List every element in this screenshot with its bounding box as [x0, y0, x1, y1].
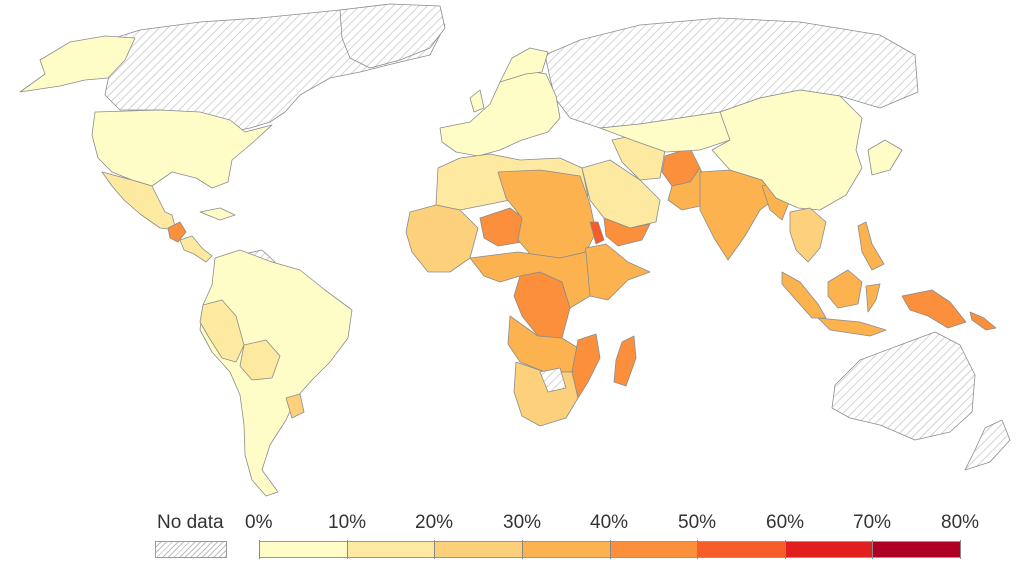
region-caribbean — [199, 207, 236, 221]
legend-tick — [785, 540, 786, 559]
region-west-africa — [405, 204, 479, 273]
legend-swatch-0-10 — [259, 541, 347, 558]
region-paraguay — [285, 393, 305, 419]
region-mozambique — [571, 333, 601, 399]
legend-tick-label: 0% — [245, 512, 273, 533]
legend-swatch-50-60 — [697, 541, 785, 558]
region-eritrea — [589, 221, 605, 245]
region-scandinavia — [499, 47, 549, 83]
region-arabia — [581, 159, 661, 229]
legend-tick — [434, 540, 435, 559]
region-australia — [831, 331, 976, 441]
legend-tick — [347, 540, 348, 559]
region-pacific-islands — [969, 311, 997, 331]
legend-swatch-70-80 — [872, 541, 960, 558]
legend-tick — [697, 540, 698, 559]
region-guatemala — [167, 221, 187, 243]
region-europe — [439, 69, 561, 157]
region-china — [711, 89, 863, 211]
region-uk — [469, 89, 485, 113]
legend-tick-label: 50% — [678, 512, 717, 533]
region-sumatra — [781, 271, 827, 319]
legend-tick-label: 30% — [503, 512, 542, 533]
region-java — [817, 317, 887, 337]
legend-tick — [610, 540, 611, 559]
legend-tick — [960, 540, 961, 559]
region-madagascar — [613, 335, 637, 387]
legend-tick-label: 80% — [941, 512, 980, 533]
world-map — [19, 3, 1011, 497]
legend-tick-label: 20% — [415, 512, 454, 533]
region-sulawesi — [865, 283, 881, 313]
region-papua-new-guinea — [901, 289, 967, 329]
legend-swatch-30-40 — [521, 541, 610, 558]
region-new-zealand — [964, 419, 1011, 471]
region-borneo — [827, 269, 863, 309]
region-korea-japan — [867, 139, 903, 176]
legend-tick-label: 10% — [328, 512, 367, 533]
region-bolivia — [239, 339, 281, 381]
legend-swatch-40-50 — [609, 541, 698, 558]
legend-no-data-label: No data — [157, 512, 224, 533]
legend-tick-label: 70% — [853, 512, 892, 533]
region-central-america — [179, 235, 213, 263]
region-southeast-asia — [789, 207, 827, 263]
region-south-america — [199, 249, 353, 497]
legend-tick — [522, 540, 523, 559]
legend-no-data-swatch — [155, 541, 227, 558]
legend-swatch-10-20 — [346, 541, 435, 558]
legend-tick — [872, 540, 873, 559]
region-central-africa — [469, 251, 591, 309]
region-peru — [199, 299, 245, 363]
legend-tick-label: 40% — [590, 512, 629, 533]
region-yemen — [603, 217, 651, 247]
region-philippines — [857, 221, 885, 271]
legend-tick-label: 60% — [766, 512, 805, 533]
legend-swatch-20-30 — [434, 541, 522, 558]
region-greenland — [339, 3, 446, 69]
region-botswana — [539, 367, 567, 393]
legend-swatch-60-70 — [784, 541, 873, 558]
legend-tick — [259, 540, 260, 559]
region-alaska — [19, 35, 136, 93]
region-united-states — [91, 109, 273, 189]
